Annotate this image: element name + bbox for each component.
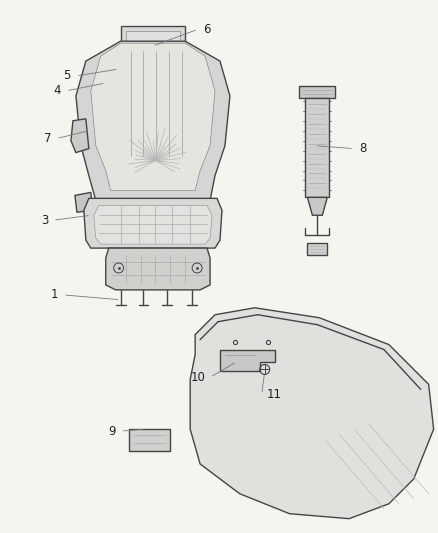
Polygon shape	[91, 43, 215, 190]
Text: 3: 3	[41, 214, 48, 227]
Polygon shape	[307, 243, 327, 255]
Polygon shape	[75, 192, 93, 212]
Polygon shape	[190, 308, 434, 519]
Text: 5: 5	[64, 69, 71, 83]
Text: 10: 10	[190, 371, 205, 384]
Text: 6: 6	[203, 23, 211, 36]
Polygon shape	[305, 98, 329, 197]
Polygon shape	[76, 41, 230, 200]
Polygon shape	[126, 31, 180, 61]
Polygon shape	[120, 26, 185, 66]
Polygon shape	[106, 248, 210, 290]
Text: 9: 9	[108, 425, 116, 438]
Text: 1: 1	[50, 288, 58, 301]
Polygon shape	[84, 198, 222, 248]
Text: 8: 8	[359, 142, 367, 155]
Text: 7: 7	[43, 132, 51, 145]
Polygon shape	[300, 86, 335, 98]
Text: 4: 4	[53, 84, 61, 98]
Polygon shape	[94, 205, 212, 244]
Polygon shape	[307, 197, 327, 215]
Polygon shape	[71, 119, 89, 152]
Polygon shape	[220, 350, 275, 372]
Text: 11: 11	[267, 388, 282, 401]
Polygon shape	[129, 429, 170, 451]
